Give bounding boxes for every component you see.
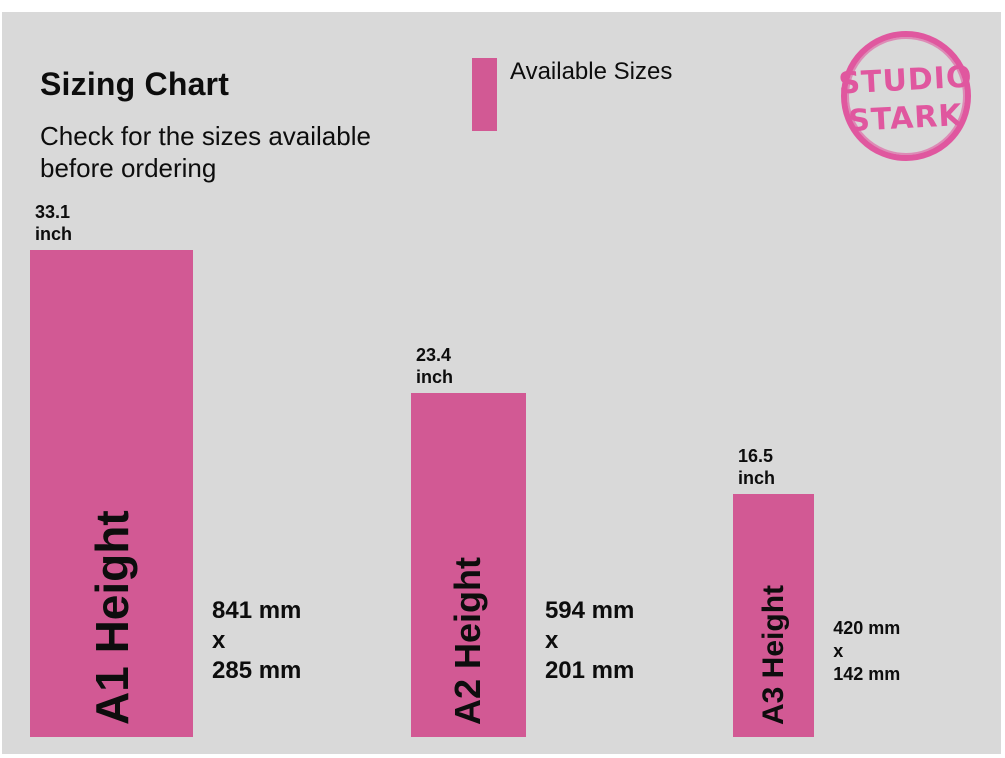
bar-1: A1 Height — [30, 250, 193, 737]
bar-value-label: 23.4 inch — [416, 344, 453, 388]
dimension-value: 285 mm — [212, 657, 302, 684]
logo-ring-inner — [847, 37, 965, 155]
bar-value-unit: inch — [416, 366, 454, 387]
logo-text-line2: STARK — [848, 98, 965, 139]
dimension-separator: x — [833, 641, 844, 661]
bar-label-container: A2 Height — [411, 393, 526, 737]
bar-dimension-label: 420 mm x 142 mm — [833, 617, 900, 686]
logo-ring — [841, 31, 971, 161]
dimension-separator: x — [544, 627, 559, 654]
dimension-value: 841 mm — [212, 597, 302, 624]
bar-value-unit: inch — [738, 468, 776, 489]
bar-value-label: 16.5 inch — [738, 445, 775, 489]
chart-title: Sizing Chart — [40, 66, 230, 102]
dimension-value: 594 mm — [544, 597, 635, 624]
bar-category-label: A1 Height — [85, 510, 138, 725]
logo-text-line1: STUDIO — [838, 60, 973, 102]
bar-dimension-label: 841 mm x 285 mm — [212, 596, 301, 686]
bar-value-unit: inch — [35, 224, 73, 244]
dimension-separator: x — [212, 627, 226, 654]
bar-value-label: 33.1 inch — [35, 201, 72, 245]
legend-swatch — [472, 58, 497, 131]
legend-label: Available Sizes — [510, 58, 673, 85]
bar-label-container: A3 Height — [733, 494, 814, 737]
bar-category-label: A3 Height — [756, 584, 790, 725]
bar-value-number: 23.4 — [416, 344, 452, 365]
bar-label-container: A1 Height — [30, 250, 193, 737]
dimension-value: 142 mm — [833, 664, 901, 684]
chart-subtitle: Check for the sizes available before ord… — [40, 121, 371, 183]
bar-3: A3 Height — [733, 494, 815, 737]
bar-value-number: 16.5 — [738, 446, 774, 467]
bar-2: A2 Height — [411, 392, 526, 737]
bar-category-label: A2 Height — [447, 556, 489, 725]
studio-stark-logo: STUDIO STARK — [838, 31, 973, 161]
bar-dimension-label: 594 mm x 201 mm — [545, 596, 634, 686]
dimension-value: 420 mm — [833, 618, 901, 638]
bar-value-number: 33.1 — [35, 202, 71, 222]
dimension-value: 201 mm — [544, 657, 635, 684]
